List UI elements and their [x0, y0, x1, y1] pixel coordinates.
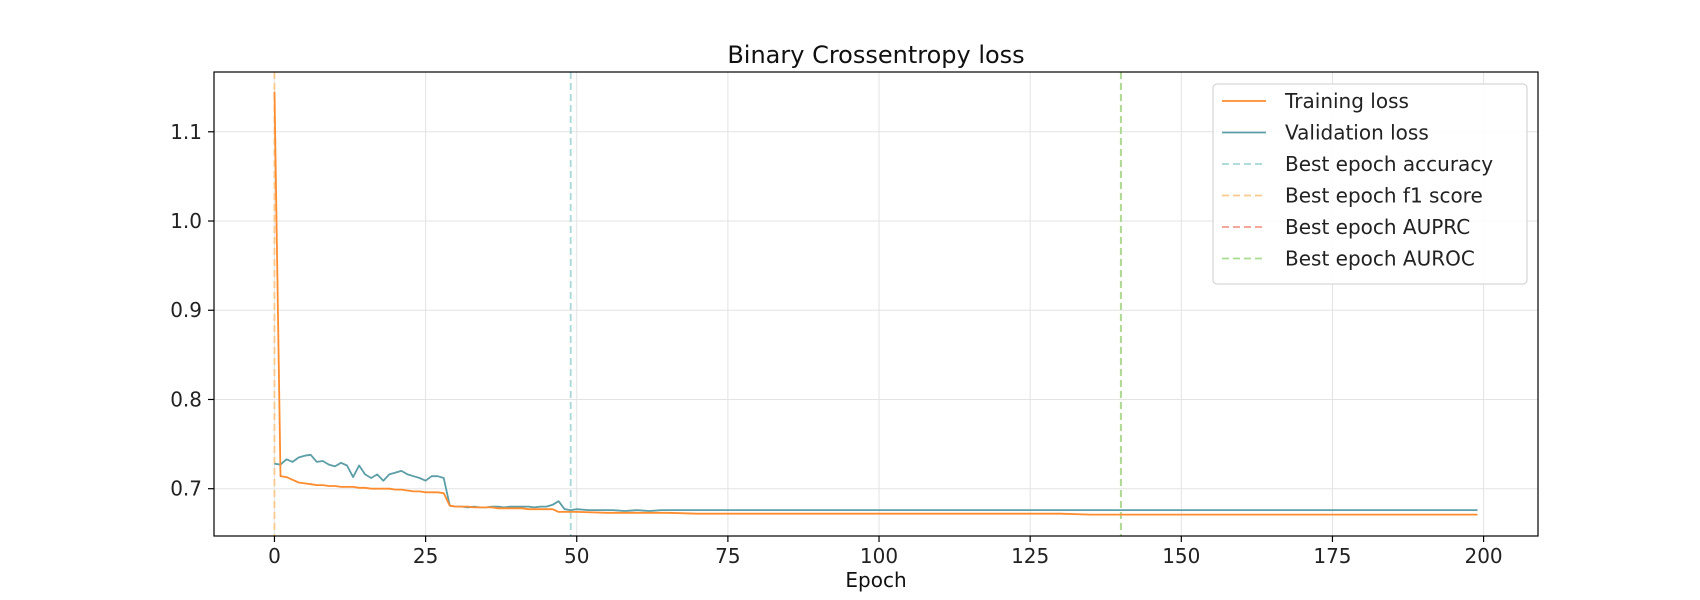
legend-entry: Best epoch f1 score — [1285, 184, 1483, 208]
series-lines — [273, 91, 1478, 516]
legend-entry: Best epoch accuracy — [1285, 152, 1493, 176]
legend-entry: Best epoch AUROC — [1285, 247, 1475, 271]
plot-frame — [213, 71, 1539, 537]
x-tick-label: 200 — [1464, 544, 1502, 568]
x-axis-ticks: 0 25 50 75 100 125 150 175 200 — [268, 536, 1503, 568]
y-tick-label: 1.1 — [170, 120, 202, 144]
x-axis-label: Epoch — [845, 568, 906, 592]
y-tick-label: 1.0 — [170, 209, 202, 233]
x-tick-label: 100 — [860, 544, 898, 568]
best-epoch-lines — [273, 72, 1122, 536]
x-tick-label: 25 — [413, 544, 438, 568]
chart-title: Binary Crossentropy loss — [727, 41, 1024, 69]
legend-entry: Best epoch AUPRC — [1285, 215, 1470, 239]
legend-entry: Validation loss — [1285, 121, 1429, 145]
x-tick-label: 150 — [1162, 544, 1200, 568]
x-tick-label: 175 — [1313, 544, 1351, 568]
y-tick-label: 0.8 — [170, 387, 202, 411]
series-line — [273, 91, 1478, 516]
x-tick-label: 75 — [715, 544, 740, 568]
y-tick-label: 0.9 — [170, 298, 202, 322]
y-axis-ticks: 0.7 0.8 0.9 1.0 1.1 — [170, 120, 214, 501]
legend-box — [1212, 83, 1528, 285]
x-tick-label: 50 — [564, 544, 589, 568]
legend-entry: Training loss — [1284, 89, 1409, 113]
x-tick-label: 125 — [1011, 544, 1049, 568]
legend: Training loss Validation loss Best epoch a… — [1212, 83, 1528, 285]
y-tick-label: 0.7 — [170, 477, 202, 501]
x-tick-label: 0 — [268, 544, 281, 568]
series-line — [274, 453, 1478, 512]
